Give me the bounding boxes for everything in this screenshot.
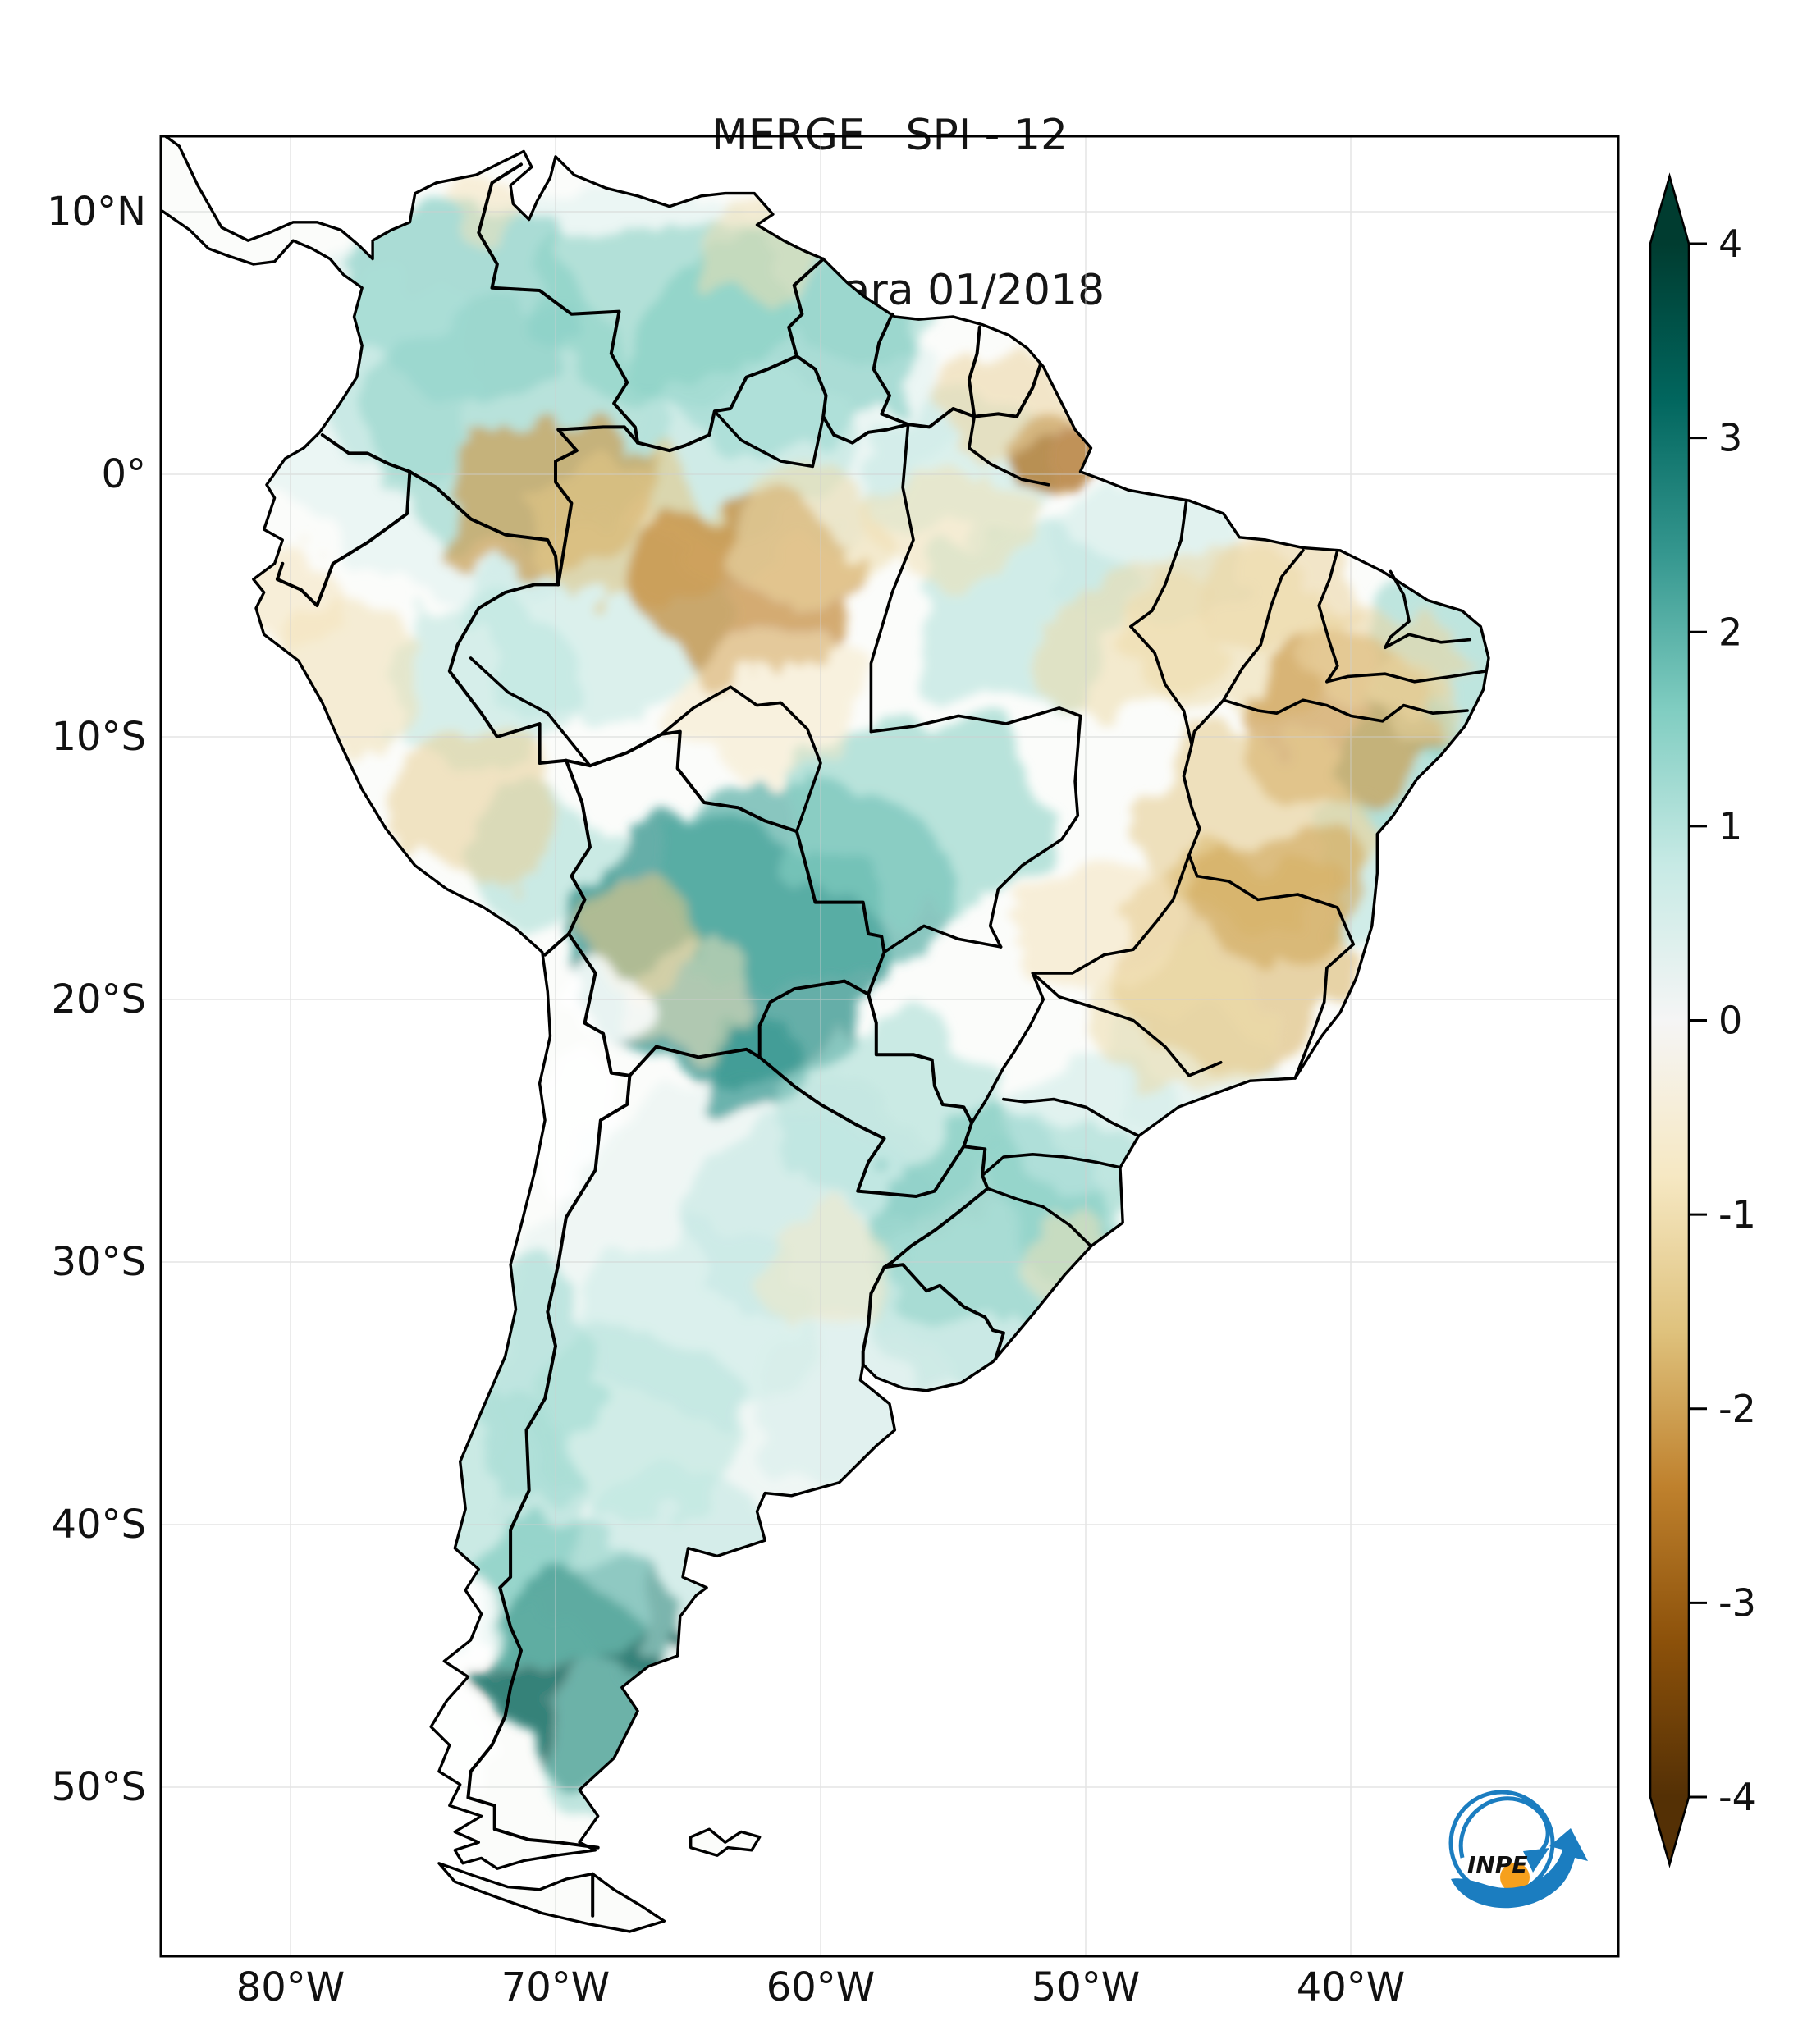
lon-tick-label: 80°W [236, 1964, 345, 2010]
colorbar-tick-label: -4 [1718, 1775, 1756, 1819]
inpe-wordmark: INPE [1467, 1851, 1528, 1878]
colorbar-tick-label: 1 [1718, 804, 1742, 848]
inpe-logo: INPE [1448, 1790, 1588, 1909]
inpe-swoosh-arrow-icon [1451, 1828, 1588, 1909]
colorbar-tick-label: -1 [1718, 1192, 1756, 1237]
map-plot-area [161, 136, 1618, 1956]
colorbar: 4 3 2 1 0 -1 -2 -3 -4 [1649, 172, 1756, 1868]
colorbar-tick-label: -2 [1718, 1387, 1756, 1431]
lon-tick-label: 40°W [1296, 1964, 1406, 2010]
state-borders [469, 409, 1488, 1248]
lat-tick-label: 10°N [47, 189, 146, 235]
lat-tick-label: 40°S [51, 1502, 146, 1548]
lat-tick-label: 20°S [51, 976, 146, 1022]
lat-tick-label: 10°S [51, 714, 146, 760]
inpe-spiral-arrowhead-icon [1523, 1848, 1549, 1873]
colorbar-tick-label: -3 [1718, 1580, 1756, 1625]
lon-tick-label: 60°W [766, 1964, 876, 2010]
national-borders [275, 162, 1043, 1918]
coastline [161, 136, 1490, 1933]
colorbar-gradient [1649, 172, 1690, 1868]
colorbar-tick-label: 2 [1718, 610, 1742, 654]
lon-tick-label: 70°W [501, 1964, 611, 2010]
lon-tick-label: 50°W [1031, 1964, 1141, 2010]
colorbar-tick-label: 4 [1718, 222, 1742, 266]
colorbar-tick-label: 3 [1718, 416, 1742, 460]
lat-tick-label: 30°S [51, 1239, 146, 1285]
lat-tick-label: 50°S [51, 1764, 146, 1810]
inpe-spiral-arrow-icon [1458, 1796, 1550, 1859]
plot-frame [159, 135, 1620, 1958]
colorbar-tick-label: 0 [1718, 999, 1742, 1043]
lat-tick-label: 0° [101, 451, 146, 497]
inpe-orange-dot-icon [1500, 1863, 1530, 1892]
